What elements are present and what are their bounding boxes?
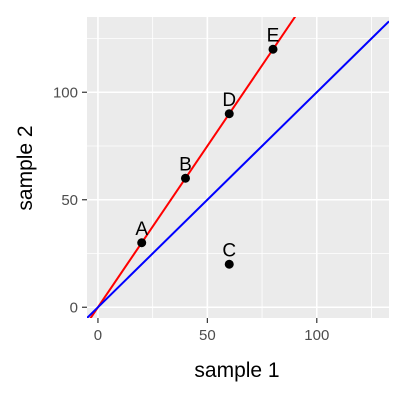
point-e: E: [267, 25, 280, 54]
point-label: D: [222, 90, 236, 111]
point-a: A: [135, 219, 148, 248]
point-c: C: [222, 240, 236, 269]
reference-line-1: [89, 17, 297, 318]
reference-line-2: [87, 20, 389, 318]
data-point: [137, 238, 147, 248]
data-points: A B C D E: [135, 25, 279, 269]
point-label: E: [267, 25, 280, 46]
y-axis-title: sample 2: [14, 125, 37, 210]
x-tick-label: 50: [199, 327, 216, 344]
y-tick-label: 50: [61, 192, 78, 209]
axes: 0 50 100 0 50 100: [53, 84, 329, 344]
point-b: B: [179, 154, 192, 183]
x-tick-label: 0: [94, 327, 102, 344]
point-label: C: [222, 240, 236, 261]
grid-lines: [87, 17, 389, 318]
point-label: A: [135, 219, 148, 240]
data-point: [268, 44, 278, 54]
data-point: [224, 259, 234, 269]
x-tick-label: 100: [304, 327, 329, 344]
point-label: B: [179, 154, 192, 175]
reference-lines-clipped: [87, 17, 389, 318]
data-point: [180, 173, 190, 183]
x-axis-title: sample 1: [194, 359, 279, 382]
reference-lines: [87, 17, 389, 318]
y-tick-label: 100: [53, 84, 78, 101]
y-tick-label: 0: [70, 299, 78, 316]
point-d: D: [222, 90, 236, 119]
data-point: [224, 109, 234, 119]
